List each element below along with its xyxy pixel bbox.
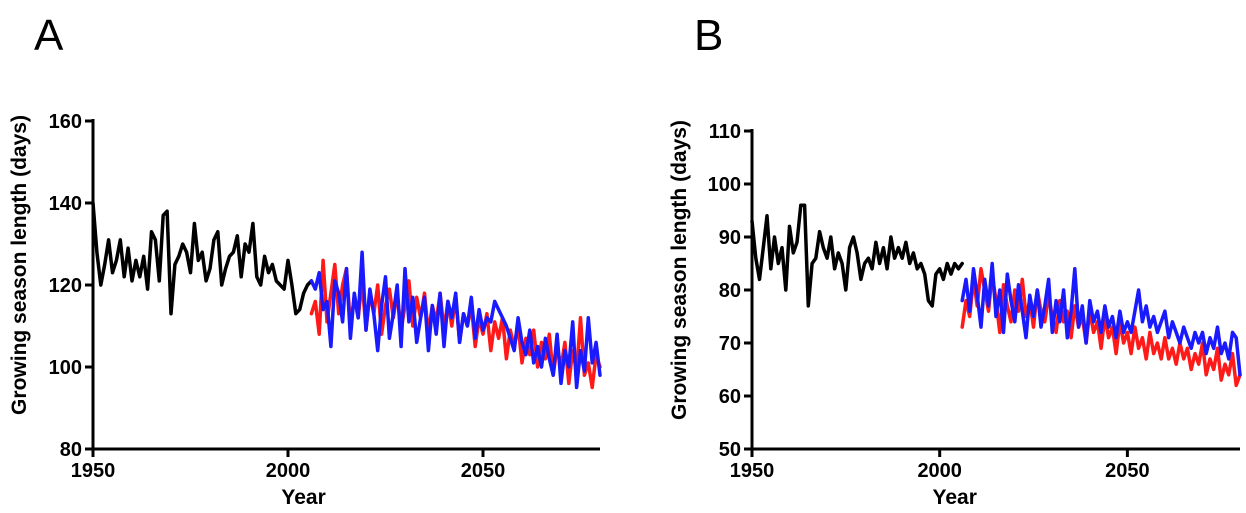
- panel-b-black-series-line: [750, 203, 964, 308]
- panel-b-y-tick-label: 70: [719, 333, 741, 355]
- panel-a-y-tick-label: 120: [49, 275, 82, 297]
- panel-a-y-tick-label: 160: [49, 111, 82, 133]
- panel-a-black-series-line: [91, 201, 314, 316]
- panel-a-x-tick-label: 2000: [266, 460, 311, 482]
- panel-a-blue-series-line: [309, 250, 602, 390]
- panel-a-letter: A: [34, 11, 64, 60]
- panel-b-x-axis-title: Year: [933, 486, 977, 509]
- panel-b: B 50 60 70 80 90 100 110 1950 2000 2050 Year Growing…: [668, 11, 1242, 509]
- panel-b-y-axis-title: Growing season length (days): [668, 120, 691, 420]
- panel-b-letter: B: [694, 11, 723, 60]
- panel-a-x-tick-label: 1950: [71, 460, 116, 482]
- panel-b-y-tick-label: 80: [719, 280, 741, 302]
- panel-b-y-tick-label: 90: [719, 227, 741, 249]
- panel-a-y-tick-label: 80: [60, 439, 82, 461]
- panel-a-y-axis-title: Growing season length (days): [8, 115, 31, 415]
- panel-a-y-tick-label: 140: [49, 193, 82, 215]
- panel-a-y-tick-label: 100: [49, 357, 82, 379]
- panel-a-x-tick-label: 2050: [461, 460, 506, 482]
- panel-b-blue-series-line: [960, 261, 1242, 377]
- panel-b-y-tick-label: 110: [709, 121, 741, 143]
- panel-a-x-axis-title: Year: [281, 486, 325, 509]
- panel-b-y-tick-label: 50: [719, 439, 741, 461]
- panel-a-red-series-line: [309, 258, 602, 390]
- panel-b-red-series-line: [960, 267, 1242, 388]
- panel-b-x-tick-label: 1950: [730, 460, 775, 482]
- panel-b-x-tick-label: 2050: [1105, 460, 1150, 482]
- panel-b-y-tick-label: 60: [719, 386, 741, 408]
- panel-a: A 80 100 120 140 160 1950 2000 2050 Year Growing s…: [8, 11, 602, 509]
- panel-b-x-tick-label: 2000: [917, 460, 962, 482]
- panel-b-y-tick-label: 100: [708, 174, 741, 196]
